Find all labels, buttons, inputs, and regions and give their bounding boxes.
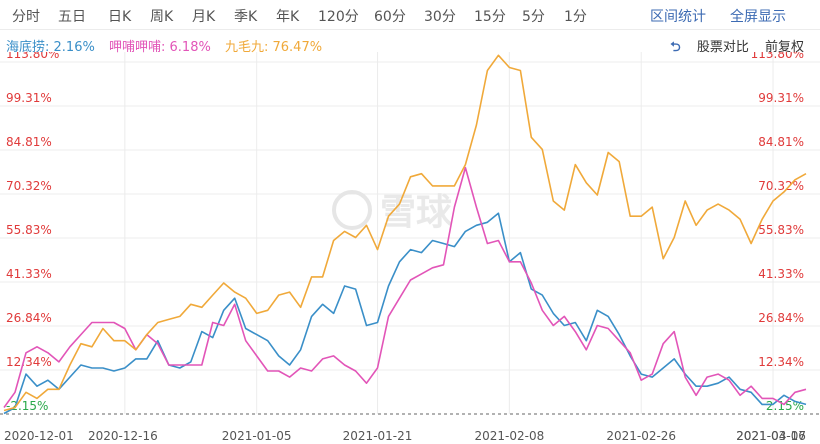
tab-period-daily-k[interactable]: 日K (108, 9, 132, 25)
y-tick-label-right: 41.33% (758, 267, 804, 281)
y-tick-label-right: 70.32% (758, 179, 804, 193)
x-tick-label: 2021-03-16 (736, 429, 806, 443)
tab-period-30min[interactable]: 30分 (424, 9, 456, 25)
y-tick-label-left: 12.34% (6, 355, 52, 369)
tab-period-yearly-k[interactable]: 年K (276, 9, 300, 25)
tab-period-weekly-k[interactable]: 周K (150, 9, 174, 25)
x-tick-label: 2021-02-08 (474, 429, 544, 443)
tab-period-15min[interactable]: 15分 (474, 9, 506, 25)
legend-item-jiumaojiu: 九毛九: 76.47% (224, 40, 323, 55)
undo-icon[interactable]: ⮌ (670, 40, 681, 55)
stock-compare-button[interactable]: 股票对比 (696, 40, 749, 55)
tab-period-quarterly-k[interactable]: 季K (234, 9, 258, 25)
series-line-haidilao (3, 212, 807, 415)
y-tick-label-left: 41.33% (6, 267, 52, 281)
legend-value: 2.16% (53, 40, 95, 55)
chart-tools: ⮌ 股票对比 前复权 (658, 36, 804, 60)
tab-period-5day[interactable]: 五日 (58, 9, 86, 25)
y-tick-label-right: 55.83% (758, 223, 804, 237)
y-tick-label-right: 26.84% (758, 311, 804, 325)
range-stats-button[interactable]: 区间统计 (650, 9, 706, 25)
x-tick-label: 2021-01-05 (222, 429, 292, 443)
y-tick-label-left: 99.31% (6, 91, 52, 105)
x-tick-label: 2021-02-26 (606, 429, 676, 443)
y-tick-label-right: 12.34% (758, 355, 804, 369)
y-tick-label-right: 2.15% (766, 399, 804, 413)
y-tick-label-left: -2.15% (6, 399, 48, 413)
y-tick-label-right: 113.80% (751, 52, 804, 61)
series-line-jiumaojiu (3, 54, 807, 412)
legend-value: 6.18% (169, 40, 211, 55)
tab-period-60min[interactable]: 60分 (374, 9, 406, 25)
y-tick-label-left: 113.80% (6, 52, 59, 61)
legend-name: 呷哺呷哺 (108, 40, 161, 55)
series-legend: 海底捞: 2.16% 呷哺呷哺: 6.18% 九毛九: 76.47% (6, 36, 332, 55)
y-tick-label-left: 55.83% (6, 223, 52, 237)
x-tick-label: 2020-12-01 (4, 429, 74, 443)
tab-period-monthly-k[interactable]: 月K (192, 9, 216, 25)
legend-value: 76.47% (272, 40, 323, 55)
period-toolbar: 分时 五日 日K 周K 月K 季K 年K 120分 60分 30分 15分 5分… (0, 0, 820, 30)
comparison-line-chart: 113.80% 113.80% 99.31% 99.31% 84.81% 84.81% 70… (0, 52, 820, 443)
y-tick-label-left: 70.32% (6, 179, 52, 193)
tab-period-1min[interactable]: 1分 (564, 9, 587, 25)
legend-item-xiabuxiabu: 呷哺呷哺: 6.18% (108, 40, 211, 55)
legend-item-haidilao: 海底捞: 2.16% (6, 40, 95, 55)
legend-name: 九毛九 (224, 40, 264, 55)
watermark-logo (332, 190, 372, 230)
tab-period-intraday[interactable]: 分时 (12, 9, 40, 25)
forward-adjust-button[interactable]: 前复权 (764, 40, 804, 55)
tab-period-5min[interactable]: 5分 (522, 9, 545, 25)
x-tick-label: 2020-12-16 (88, 429, 158, 443)
tab-period-120min[interactable]: 120分 (318, 9, 359, 25)
y-tick-label-left: 84.81% (6, 135, 52, 149)
x-tick-label: 2021-04-07 (736, 429, 806, 443)
y-tick-label-right: 99.31% (758, 91, 804, 105)
fullscreen-button[interactable]: 全屏显示 (730, 9, 786, 25)
legend-name: 海底捞 (6, 40, 46, 55)
y-tick-label-left: 26.84% (6, 311, 52, 325)
x-tick-label: 2021-01-21 (343, 429, 413, 443)
y-tick-label-right: 84.81% (758, 135, 804, 149)
